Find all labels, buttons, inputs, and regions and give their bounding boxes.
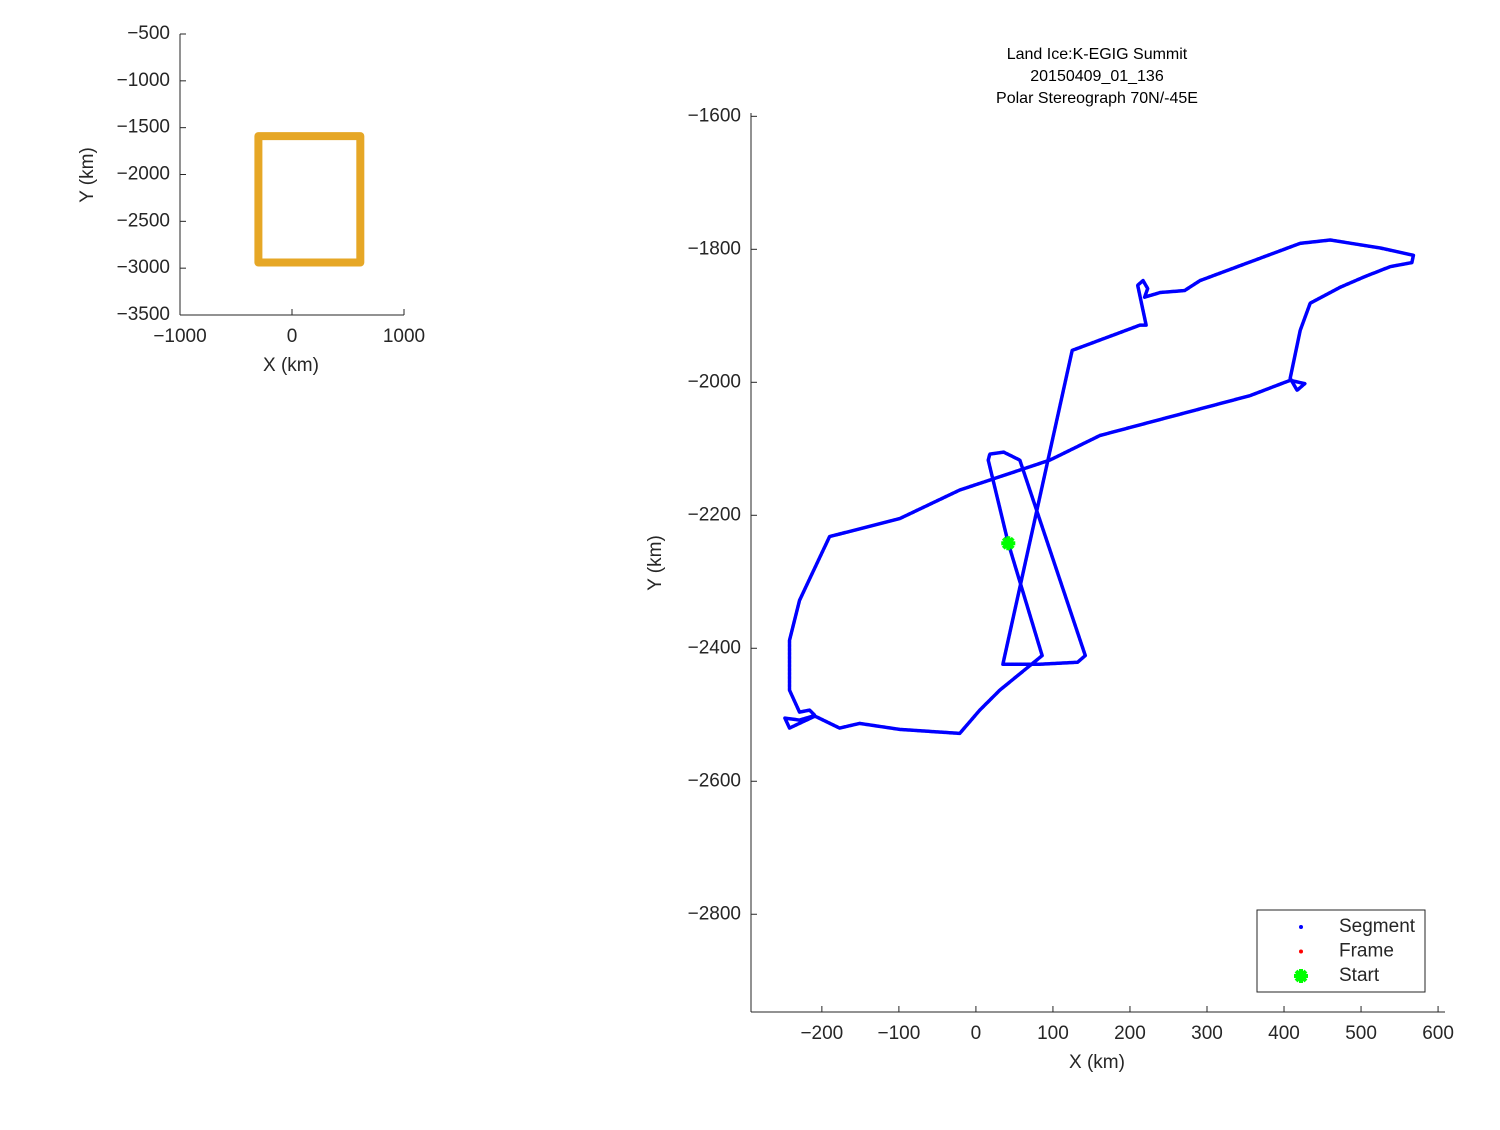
y-tick-label: −500	[127, 23, 170, 44]
extent-box	[254, 132, 365, 267]
legend-label: Segment	[1339, 916, 1416, 937]
y-tick-label: −2200	[688, 504, 741, 525]
x-axis-label: X (km)	[263, 355, 319, 376]
y-tick-label: −2800	[688, 903, 741, 924]
x-tick-label: 1000	[383, 326, 425, 347]
legend-label: Start	[1339, 965, 1380, 986]
y-tick-label: −1000	[117, 70, 170, 91]
start-marker	[1001, 536, 1016, 551]
legend-marker	[1299, 949, 1303, 954]
track-line	[783, 238, 1416, 736]
y-tick-label: −1800	[688, 238, 741, 259]
y-tick-label: −2600	[688, 770, 741, 791]
x-tick-label: 600	[1422, 1023, 1454, 1044]
legend-box	[1256, 909, 1426, 993]
y-tick-label: −3000	[117, 257, 170, 278]
y-tick-label: −2000	[688, 371, 741, 392]
x-tick-label: 0	[971, 1023, 982, 1044]
y-axis-label: Y (km)	[77, 147, 98, 203]
x-tick-label: −100	[877, 1023, 920, 1044]
legend-label: Frame	[1339, 941, 1394, 962]
y-tick-label: −3500	[117, 304, 170, 325]
y-axis-label: Y (km)	[645, 535, 666, 591]
x-tick-label: 200	[1114, 1023, 1146, 1044]
chart-title: Polar Stereograph 70N/-45E	[996, 90, 1198, 107]
x-tick-label: −200	[800, 1023, 843, 1044]
x-tick-label: 0	[287, 326, 298, 347]
x-tick-label: 400	[1268, 1023, 1300, 1044]
legend-marker	[1294, 969, 1308, 983]
chart-title: 20150409_01_136	[1030, 68, 1164, 85]
y-tick-label: −2500	[117, 210, 170, 231]
y-tick-label: −2000	[117, 164, 170, 185]
x-tick-label: −1000	[153, 326, 206, 347]
y-tick-label: −1500	[117, 117, 170, 138]
chart-title: Land Ice:K-EGIG Summit	[1007, 46, 1188, 63]
y-tick-label: −2400	[688, 637, 741, 658]
legend-marker	[1299, 925, 1303, 929]
x-tick-label: 300	[1191, 1023, 1223, 1044]
y-tick-label: −1600	[688, 105, 741, 126]
x-tick-label: 100	[1037, 1023, 1069, 1044]
x-tick-label: 500	[1345, 1023, 1377, 1044]
x-axis-label: X (km)	[1069, 1052, 1125, 1073]
